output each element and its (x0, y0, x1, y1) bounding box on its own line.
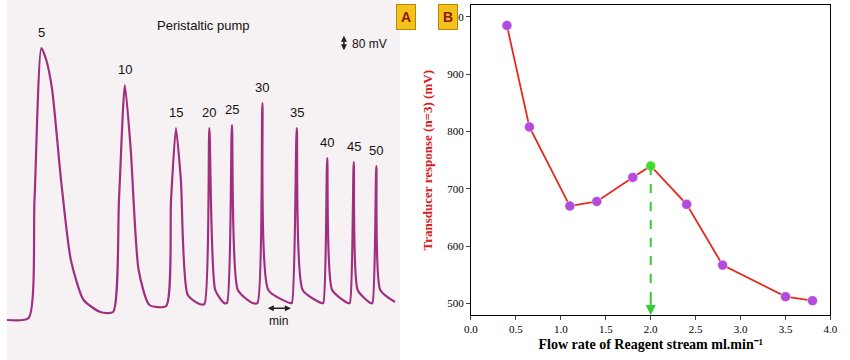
svg-text:1.0: 1.0 (554, 323, 568, 335)
svg-text:600: 600 (447, 240, 464, 252)
svg-text:80 mV: 80 mV (352, 37, 387, 51)
svg-text:10: 10 (118, 62, 132, 77)
svg-text:min: min (269, 314, 288, 328)
svg-text:A: A (401, 9, 411, 25)
svg-text:800: 800 (447, 125, 464, 137)
svg-text:20: 20 (202, 105, 216, 120)
svg-text:2.0: 2.0 (644, 323, 658, 335)
svg-text:3.5: 3.5 (779, 323, 793, 335)
svg-text:30: 30 (255, 80, 269, 95)
svg-text:Transducer response (n=3) (mV): Transducer response (n=3) (mV) (420, 70, 435, 250)
svg-text:50: 50 (369, 143, 383, 158)
svg-text:35: 35 (290, 105, 304, 120)
svg-text:0.0: 0.0 (464, 323, 478, 335)
svg-text:Flow rate of Reagent stream ml: Flow rate of Reagent stream ml.min⁻¹ (539, 337, 763, 352)
svg-text:4.0: 4.0 (824, 323, 838, 335)
svg-text:900: 900 (447, 68, 464, 80)
svg-text:3.0: 3.0 (734, 323, 748, 335)
svg-text:500: 500 (447, 297, 464, 309)
svg-text:45: 45 (347, 139, 361, 154)
svg-text:1000: 1000 (442, 11, 465, 23)
svg-text:15: 15 (169, 105, 183, 120)
svg-text:1.5: 1.5 (599, 323, 613, 335)
svg-text:0.5: 0.5 (509, 323, 523, 335)
svg-text:700: 700 (447, 183, 464, 195)
svg-text:5: 5 (38, 25, 45, 40)
svg-text:2.5: 2.5 (689, 323, 703, 335)
svg-text:25: 25 (225, 102, 239, 117)
svg-text:B: B (443, 9, 453, 25)
svg-text:40: 40 (320, 135, 334, 150)
svg-text:Peristaltic pump: Peristaltic pump (157, 18, 249, 33)
